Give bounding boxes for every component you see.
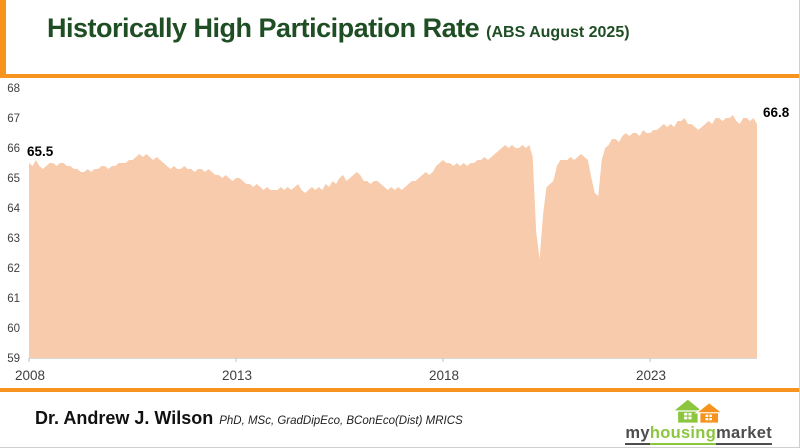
title-text: Historically High Participation Rate bbox=[47, 13, 480, 43]
page-title: Historically High Participation Rate (AB… bbox=[47, 13, 630, 44]
x-axis-tick-label: 2023 bbox=[636, 368, 666, 383]
series-start-value-label: 65.5 bbox=[27, 144, 54, 159]
logo-houses-icon bbox=[670, 398, 724, 424]
logo-word-market: market bbox=[716, 424, 772, 446]
footer-divider bbox=[0, 388, 799, 392]
logo-word-housing: housing bbox=[649, 424, 717, 446]
x-axis-tick-label: 2013 bbox=[222, 368, 252, 383]
y-axis-tick-label: 68 bbox=[7, 83, 20, 95]
y-axis-tick-label: 66 bbox=[7, 143, 20, 155]
logo-wordmark: myhousingmarket bbox=[625, 424, 772, 446]
series-end-value-label: 66.8 bbox=[763, 105, 790, 120]
y-axis-tick-label: 65 bbox=[7, 173, 20, 185]
author-name: Dr. Andrew J. Wilson bbox=[35, 407, 214, 428]
y-axis-tick-label: 59 bbox=[7, 353, 20, 365]
participation-area-series bbox=[29, 115, 757, 358]
y-axis-tick-label: 62 bbox=[7, 263, 20, 275]
y-axis-tick-label: 61 bbox=[7, 293, 20, 305]
footer: Dr. Andrew J. Wilson PhD, MSc, GradDipEco… bbox=[0, 392, 799, 447]
author-credit: Dr. Andrew J. Wilson PhD, MSc, GradDipEco… bbox=[35, 408, 463, 433]
x-axis-tick-label: 2018 bbox=[429, 368, 459, 383]
header: Historically High Participation Rate (AB… bbox=[0, 0, 799, 78]
y-axis-tick-label: 63 bbox=[7, 233, 20, 245]
chart-area: 59 60 61 62 63 64 65 66 67 68 2008 2013 2018 2023 65.5… bbox=[0, 78, 799, 388]
y-axis-tick-label: 60 bbox=[7, 323, 20, 335]
x-axis-tick-label: 2008 bbox=[15, 368, 45, 383]
y-axis-tick-label: 64 bbox=[7, 203, 20, 215]
author-credentials: PhD, MSc, GradDipEco, BConEco(Dist) MRIC… bbox=[219, 414, 463, 427]
participation-rate-chart: 59 60 61 62 63 64 65 66 67 68 2008 2013 2018 2023 65.5… bbox=[7, 83, 790, 383]
logo-word-my: my bbox=[625, 424, 650, 446]
title-source-note: (ABS August 2025) bbox=[486, 24, 630, 41]
y-axis-tick-label: 67 bbox=[7, 113, 20, 125]
myhousingmarket-logo: myhousingmarket bbox=[625, 398, 772, 446]
header-accent-strip bbox=[0, 0, 6, 74]
